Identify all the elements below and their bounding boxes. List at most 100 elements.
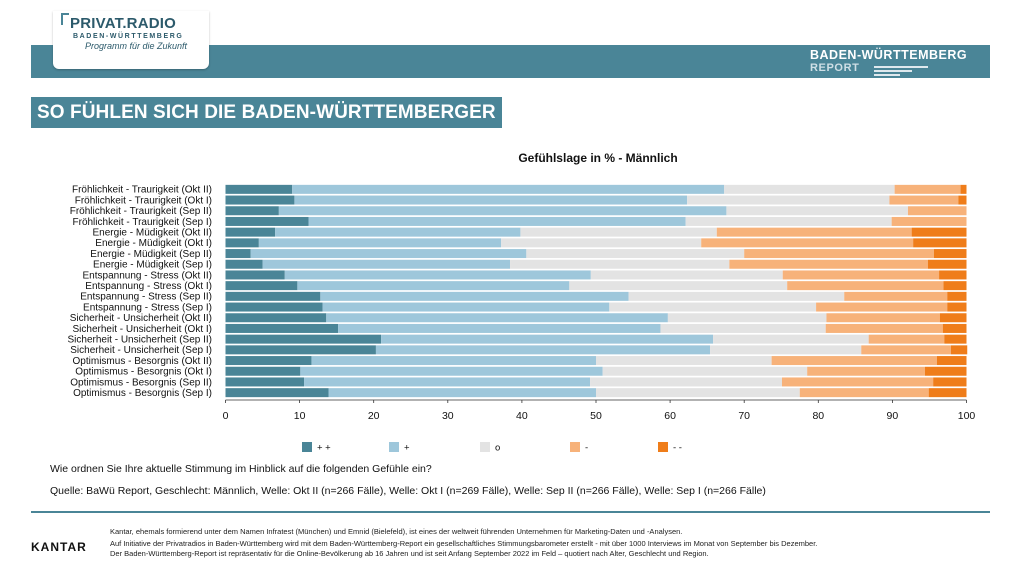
chart-title: Gefühlslage in % - Männlich	[518, 151, 677, 165]
legend-label: -	[585, 443, 588, 454]
category-label: Entspannung - Stress (Okt II)	[83, 270, 213, 281]
bar-segment	[942, 323, 967, 333]
bar-segment	[520, 227, 717, 237]
bar-segment	[225, 270, 285, 280]
bar-segment	[304, 377, 591, 387]
category-label: Entspannung - Stress (Sep II)	[80, 292, 212, 303]
bar-segment	[275, 227, 521, 237]
legend-swatch	[658, 442, 668, 452]
category-label: Entspannung - Stress (Sep I)	[83, 302, 212, 313]
category-label: Entspannung - Stress (Okt I)	[85, 281, 212, 292]
category-label: Optimismus - Besorgnis (Okt I)	[75, 367, 212, 378]
bar-segment	[894, 184, 961, 194]
bar-segment	[667, 313, 827, 323]
bar-segment	[292, 184, 725, 194]
bar-segment	[225, 184, 293, 194]
bar-segment	[807, 366, 926, 376]
footer-line-2: Auf Initiative der Privatradios in Baden…	[110, 539, 818, 548]
bar-segment	[225, 249, 251, 259]
bar-segment	[225, 281, 298, 291]
bar-segment	[328, 388, 596, 398]
category-label: Energie - Müdigkeit (Sep II)	[90, 249, 212, 260]
logo-subtitle: BADEN-WÜRTTEMBERG	[73, 33, 184, 40]
category-label: Fröhlichkeit - Traurigkeit (Sep II)	[70, 206, 212, 217]
report-lines-icon	[874, 66, 928, 78]
bar-segment	[960, 184, 967, 194]
x-tick-label: 10	[294, 410, 306, 422]
category-label: Sicherheit - Unsicherheit (Okt I)	[73, 324, 213, 335]
page-headline: SO FÜHLEN SICH DIE BADEN-WÜRTTEMBERGER	[31, 97, 502, 128]
bar-segment	[925, 366, 967, 376]
category-label: Energie - Müdigkeit (Sep I)	[93, 260, 212, 271]
stacked-bar-chart: Gefühlslage in % - Männlich Fröhlichkeit …	[67, 151, 975, 454]
bar-segment	[787, 281, 944, 291]
category-label: Sicherheit - Unsicherheit (Sep II)	[67, 334, 212, 345]
bar-segment	[602, 366, 808, 376]
bar-segment	[322, 302, 610, 312]
bar-segment	[713, 334, 869, 344]
bar-segment	[933, 249, 967, 259]
bar-segment	[510, 259, 730, 269]
bar-segment	[936, 356, 967, 366]
bar-segment	[297, 281, 570, 291]
bar-segment	[258, 238, 502, 248]
bar-segment	[308, 216, 686, 226]
category-label: Sicherheit - Unsicherheit (Sep I)	[70, 345, 212, 356]
legend-swatch	[480, 442, 490, 452]
bar-segment	[861, 345, 951, 355]
report-title: BADEN-WÜRTTEMBERG	[810, 48, 968, 62]
bar-segment	[320, 291, 629, 301]
bar-segment	[311, 356, 596, 366]
bar-segment	[687, 195, 890, 205]
bar-segment	[782, 270, 940, 280]
bar-segment	[716, 227, 912, 237]
bar-segment	[868, 334, 945, 344]
logo-tagline: Programm für die Zukunft	[85, 41, 188, 51]
bar-segment	[726, 206, 908, 216]
bar-segment	[913, 238, 967, 248]
legend-swatch	[302, 442, 312, 452]
footer-divider	[31, 511, 990, 513]
bar-segment	[262, 259, 511, 269]
x-tick-label: 30	[442, 410, 454, 422]
bar-segment	[771, 356, 937, 366]
bar-segment	[816, 302, 948, 312]
bar-segment	[501, 238, 702, 248]
kantar-logo: KANTAR	[31, 540, 87, 554]
bar-segment	[844, 291, 948, 301]
category-label: Optimismus - Besorgnis (Sep I)	[73, 388, 212, 399]
bar-segment	[375, 345, 711, 355]
x-tick-label: 90	[887, 410, 899, 422]
bar-segment	[724, 184, 895, 194]
bar-segment	[947, 291, 967, 301]
x-tick-label: 0	[223, 410, 229, 422]
logo-title: PRIVAT.RADIO	[70, 15, 177, 32]
bar-segment	[701, 238, 914, 248]
category-label: Optimismus - Besorgnis (Sep II)	[70, 377, 212, 388]
bar-segment	[825, 323, 943, 333]
legend-swatch	[570, 442, 580, 452]
bar-segment	[729, 259, 928, 269]
bar-segment	[225, 291, 321, 301]
bar-segment	[744, 249, 934, 259]
logo-bracket-icon	[61, 13, 69, 25]
survey-question: Wie ordnen Sie Ihre aktuelle Stimmung im…	[50, 463, 432, 475]
footer-line-3: Der Baden-Württemberg-Report ist repräse…	[110, 549, 709, 558]
bar-segment	[939, 313, 967, 323]
bar-segment	[278, 206, 727, 216]
bar-segment	[225, 302, 323, 312]
privat-radio-logo[interactable]: PRIVAT.RADIO BADEN-WÜRTTEMBERG Programm …	[53, 11, 209, 69]
bar-segment	[950, 345, 968, 355]
x-tick-label: 50	[590, 410, 602, 422]
bar-segment	[944, 334, 967, 344]
bar-segment	[685, 216, 892, 226]
bar-segment	[526, 249, 745, 259]
x-tick-label: 20	[368, 410, 380, 422]
bar-segment	[958, 195, 967, 205]
bar-segment	[381, 334, 714, 344]
x-tick-label: 60	[664, 410, 676, 422]
x-tick-label: 70	[738, 410, 750, 422]
x-tick-label: 40	[516, 410, 528, 422]
bar-segment	[225, 227, 276, 237]
bar-segment	[284, 270, 591, 280]
